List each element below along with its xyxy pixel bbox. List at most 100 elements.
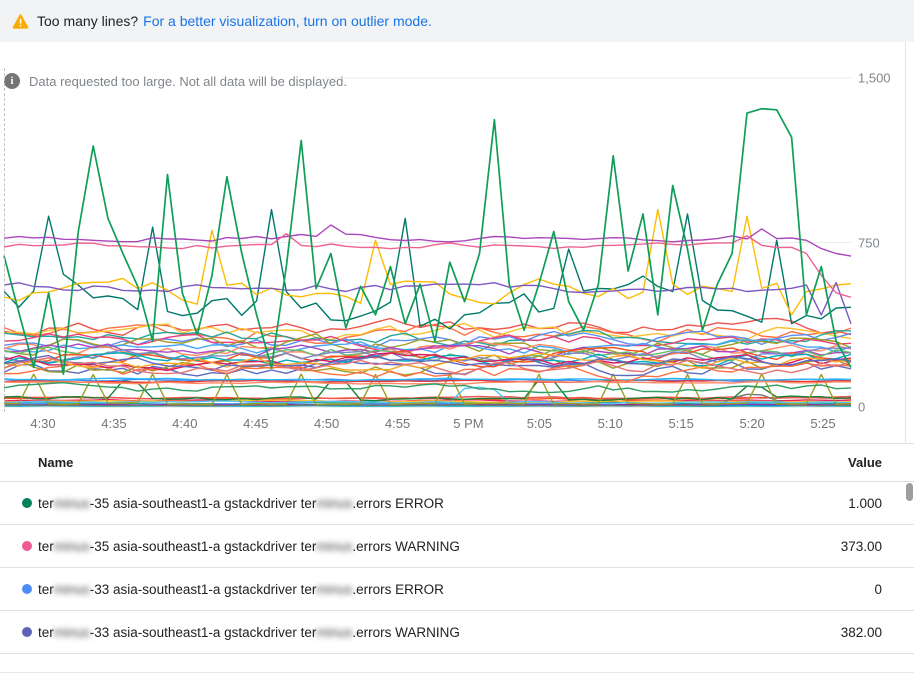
series-name: terminus-35 asia-southeast1-a gstackdriv… xyxy=(38,539,460,554)
x-tick-label: 5:25 xyxy=(810,416,836,431)
timeseries-chart[interactable] xyxy=(0,0,914,445)
chart-line xyxy=(3,404,852,407)
chart-line xyxy=(3,208,852,330)
redacted-text: minus xyxy=(316,538,353,554)
series-value: 373.00 xyxy=(840,538,882,554)
redacted-text: minus xyxy=(316,495,353,511)
redacted-text: minus xyxy=(316,581,353,597)
x-tick-label: 4:55 xyxy=(384,416,411,431)
redacted-text: minus xyxy=(53,495,90,511)
chart-line xyxy=(3,329,851,347)
chart-line xyxy=(3,346,852,362)
series-value: 382.00 xyxy=(840,624,882,640)
banner-message: Too many lines? xyxy=(37,13,139,29)
chart-line xyxy=(3,373,852,406)
outlier-mode-link[interactable]: For a better visualization, turn on outl… xyxy=(143,13,432,29)
x-tick-label: 4:45 xyxy=(243,416,269,431)
chart-line xyxy=(3,352,852,367)
series-color-dot xyxy=(22,541,32,551)
redacted-text: minus xyxy=(316,624,353,640)
chart-line xyxy=(3,208,852,316)
series-name-part: -35 asia-southeast1-a gstackdriver ter xyxy=(89,538,317,554)
table-row[interactable]: terminus-35 asia-southeast1-a gstackdriv… xyxy=(0,525,914,568)
chart-line xyxy=(3,107,852,375)
x-tick-label: 4:50 xyxy=(313,416,340,431)
chart-line xyxy=(3,378,852,402)
info-icon: i xyxy=(4,73,20,89)
y-tick-label: 0 xyxy=(858,399,866,415)
column-header-value[interactable]: Value xyxy=(848,455,882,470)
chart-line xyxy=(3,333,852,353)
series-color-dot xyxy=(22,627,32,637)
info-message: Data requested too large. Not all data w… xyxy=(29,73,347,89)
chart-line xyxy=(3,386,852,405)
table-row[interactable]: terminus-35 asia-southeast1-a gstackdriv… xyxy=(0,482,914,525)
chart-line xyxy=(3,360,852,377)
chart-line xyxy=(3,224,852,257)
chart-line xyxy=(3,357,852,376)
chart-line xyxy=(3,378,852,383)
redacted-text: minus xyxy=(53,624,90,640)
series-color-dot xyxy=(22,498,32,508)
chart-line xyxy=(3,232,852,298)
series-name-part: ter xyxy=(38,581,54,597)
legend-row-partial xyxy=(0,654,914,673)
chart-line xyxy=(3,354,852,376)
chart-line xyxy=(3,347,852,364)
series-name: terminus-33 asia-southeast1-a gstackdriv… xyxy=(38,625,460,640)
x-tick-label: 5 PM xyxy=(453,416,484,431)
table-scrollbar-thumb[interactable] xyxy=(906,483,913,501)
info-row: i Data requested too large. Not all data… xyxy=(4,73,347,89)
chart-line xyxy=(3,338,852,354)
chart-line xyxy=(3,324,852,344)
chart-line xyxy=(3,380,852,385)
warning-icon xyxy=(12,13,29,29)
series-name-part: ter xyxy=(38,495,54,511)
series-name-part: .errors WARNING xyxy=(352,538,460,554)
table-row[interactable]: terminus-33 asia-southeast1-a gstackdriv… xyxy=(0,568,914,611)
chart-line xyxy=(3,340,852,361)
series-name-part: -33 asia-southeast1-a gstackdriver ter xyxy=(89,624,317,640)
chart-line xyxy=(3,403,851,406)
series-name-part: -35 asia-southeast1-a gstackdriver ter xyxy=(89,495,317,511)
redacted-text: minus xyxy=(53,538,90,554)
redacted-text: minus xyxy=(53,581,90,597)
chart-line xyxy=(3,352,852,372)
chart-line xyxy=(3,382,852,394)
series-name-part: ter xyxy=(38,538,54,554)
chart-line xyxy=(3,354,852,371)
chart-line xyxy=(3,362,852,382)
series-name-part: .errors ERROR xyxy=(352,495,444,511)
chart-line xyxy=(3,281,852,324)
chart-line xyxy=(3,343,852,357)
series-name-part: .errors WARNING xyxy=(352,624,460,640)
y-tick-label: 750 xyxy=(858,235,880,250)
series-value: 1.000 xyxy=(848,495,882,511)
chart-line xyxy=(3,403,852,406)
x-tick-label: 4:35 xyxy=(101,416,127,431)
chart-left-edge xyxy=(4,68,5,412)
series-name: terminus-35 asia-southeast1-a gstackdriv… xyxy=(38,496,444,511)
series-name: terminus-33 asia-southeast1-a gstackdriv… xyxy=(38,582,444,597)
chart-line xyxy=(3,377,852,382)
chart-line xyxy=(3,333,852,356)
x-tick-label: 5:15 xyxy=(668,416,694,431)
x-tick-label: 4:40 xyxy=(172,416,198,431)
chart-line xyxy=(3,330,852,348)
chart-line xyxy=(3,399,852,404)
column-header-name[interactable]: Name xyxy=(38,455,74,470)
chart-line xyxy=(4,396,852,401)
warning-banner: Too many lines? For a better visualizati… xyxy=(0,0,914,42)
x-tick-label: 5:20 xyxy=(739,416,765,431)
table-row[interactable]: terminus-33 asia-southeast1-a gstackdriv… xyxy=(0,611,914,654)
x-tick-label: 5:05 xyxy=(526,416,553,431)
chart-line xyxy=(3,395,852,400)
series-name-part: -33 asia-southeast1-a gstackdriver ter xyxy=(89,581,317,597)
chart-line xyxy=(3,398,852,403)
chart-line xyxy=(3,401,852,405)
chart-line xyxy=(3,322,852,341)
panel-right-border xyxy=(905,42,906,664)
chart-line xyxy=(3,393,852,407)
legend-table-header: Name Value xyxy=(0,444,914,482)
